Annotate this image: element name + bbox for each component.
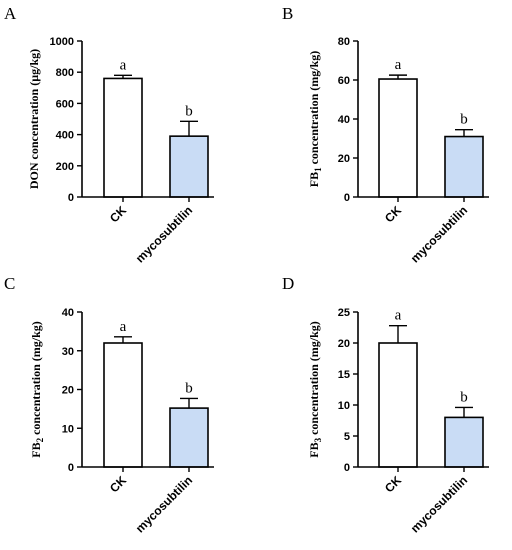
x-tick-label: CK (107, 473, 129, 495)
bar-mycosubtilin (444, 135, 484, 198)
significance-label: a (395, 308, 402, 324)
y-tick-label: 40 (338, 114, 350, 126)
significance-label: b (185, 103, 193, 119)
significance-label: b (460, 389, 468, 405)
y-tick-label: 30 (62, 346, 74, 358)
y-tick-label: 800 (56, 67, 74, 79)
y-tick-label: 10 (338, 400, 350, 412)
y-tick-label: 80 (338, 36, 350, 48)
y-tick-label: 20 (338, 153, 350, 165)
x-tick-label: mycosubtilin (408, 203, 470, 265)
y-tick-label: 600 (56, 98, 74, 110)
y-tick-label: 400 (56, 130, 74, 142)
y-tick-label: 20 (62, 385, 74, 397)
y-tick-label: 0 (344, 192, 350, 204)
bar-ck (103, 342, 143, 468)
y-tick-label: 0 (344, 462, 350, 474)
x-tick-label: mycosubtilin (133, 203, 195, 265)
y-tick-label: 25 (338, 307, 350, 319)
panel-label: D (282, 274, 294, 293)
y-tick-label: 0 (68, 462, 74, 474)
y-tick-label: 1000 (50, 36, 74, 48)
bar-ck (103, 77, 143, 198)
chart-panel-b: Ba b 0 20 40 60 80 CK mycosubtilin FB1 concentrat… (282, 4, 489, 265)
y-tick-label: 15 (338, 369, 350, 381)
x-tick-label: mycosubtilin (408, 473, 470, 535)
significance-label: a (120, 319, 127, 335)
x-tick-label: CK (382, 473, 404, 495)
chart-panel-d: Da b 0 5 10 15 20 25 CK mycosubtilin FB3 concentra… (282, 274, 489, 535)
significance-label: b (185, 380, 193, 396)
bar-mycosubtilin (169, 135, 209, 198)
x-tick-label: mycosubtilin (133, 473, 195, 535)
y-axis-label: FB1 concentration (mg/kg) (307, 51, 323, 188)
bar-ck (378, 78, 418, 198)
panel-label: C (4, 274, 15, 293)
significance-label: b (460, 112, 468, 128)
significance-label: a (120, 57, 127, 73)
bar-mycosubtilin (169, 407, 209, 468)
y-tick-label: 200 (56, 161, 74, 173)
y-tick-label: 0 (68, 192, 74, 204)
chart-panel-a: Aa b 0 200 400 600 800 1000 CK mycosubtilin DON co… (4, 4, 214, 265)
y-tick-label: 10 (62, 423, 74, 435)
x-tick-label: CK (107, 203, 129, 225)
y-axis-label: DON concentration (µg/kg) (27, 49, 41, 189)
y-tick-label: 5 (344, 431, 350, 443)
panel-label: A (4, 4, 17, 23)
y-axis-label: FB2 concentration (mg/kg) (29, 321, 45, 458)
y-tick-label: 20 (338, 338, 350, 350)
significance-label: a (395, 57, 402, 73)
y-tick-label: 40 (62, 307, 74, 319)
y-tick-label: 60 (338, 75, 350, 87)
y-axis-label: FB3 concentration (mg/kg) (307, 321, 323, 458)
bar-ck (378, 342, 418, 468)
chart-panel-c: Ca b 0 10 20 30 40 CK mycosubtilin FB2 concentrat… (4, 274, 214, 535)
bar-mycosubtilin (444, 416, 484, 468)
x-tick-label: CK (382, 203, 404, 225)
panel-label: B (282, 4, 293, 23)
